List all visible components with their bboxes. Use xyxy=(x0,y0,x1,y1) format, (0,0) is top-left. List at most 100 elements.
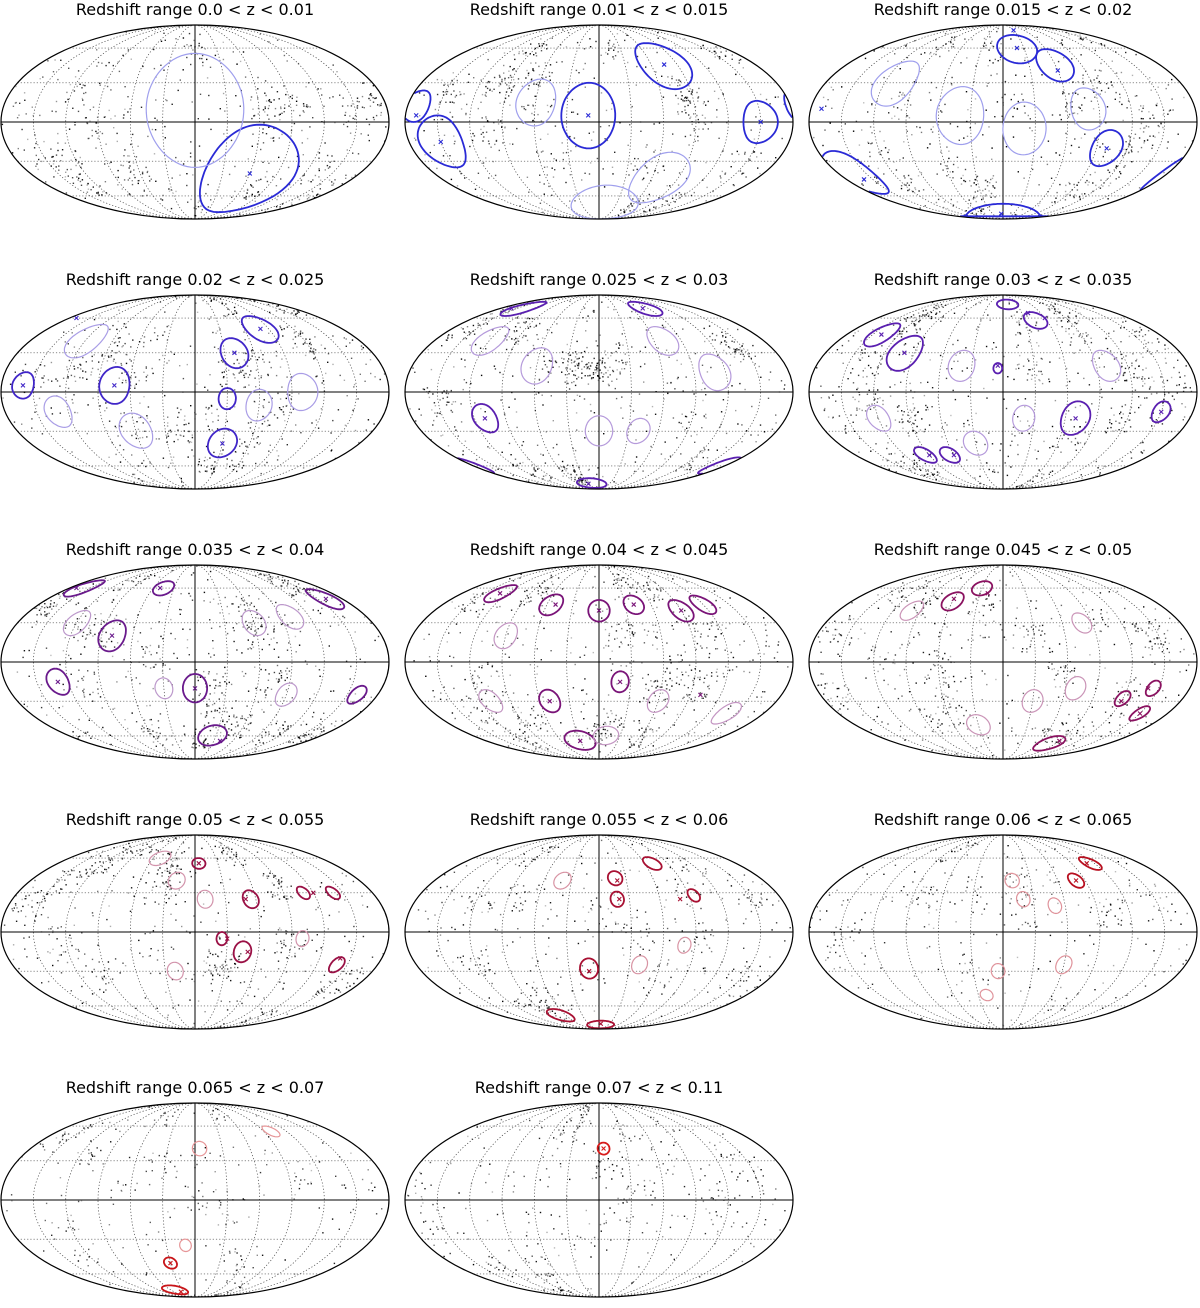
galaxy-point xyxy=(919,328,920,329)
galaxy-point xyxy=(1034,356,1035,357)
galaxy-point xyxy=(207,184,208,185)
galaxy-point xyxy=(523,441,524,442)
galaxy-point xyxy=(258,179,259,180)
galaxy-point xyxy=(347,126,348,127)
galaxy-point xyxy=(272,138,273,139)
galaxy-point xyxy=(474,334,475,335)
galaxy-point xyxy=(116,133,117,134)
galaxy-point xyxy=(562,461,563,462)
galaxy-point xyxy=(65,176,66,177)
center-markers xyxy=(483,306,645,485)
galaxy-point xyxy=(883,173,884,174)
galaxy-point xyxy=(313,353,314,354)
galaxy-point xyxy=(292,697,293,698)
galaxy-point xyxy=(124,109,125,110)
galaxy-point xyxy=(54,59,55,60)
galaxy-point xyxy=(201,47,202,48)
galaxy-point xyxy=(488,177,489,178)
galaxy-point xyxy=(151,654,152,655)
galaxy-point xyxy=(444,135,445,136)
galaxy-point xyxy=(280,106,281,107)
galaxy-point xyxy=(1081,474,1082,475)
galaxy-point xyxy=(1074,426,1075,427)
galaxy-point xyxy=(308,734,309,735)
galaxy-point xyxy=(291,398,292,399)
galaxy-point xyxy=(52,413,53,414)
galaxy-point xyxy=(186,57,187,58)
galaxy-point xyxy=(245,621,246,622)
galaxy-point xyxy=(939,311,940,312)
galaxy-point xyxy=(223,694,224,695)
galaxy-point xyxy=(1186,365,1187,366)
galaxy-point xyxy=(576,429,577,430)
galaxy-point xyxy=(506,339,507,340)
galaxy-point xyxy=(597,375,598,376)
galaxy-point xyxy=(546,431,547,432)
galaxy-point xyxy=(948,50,949,51)
galaxy-point xyxy=(150,574,151,575)
galaxy-point xyxy=(914,460,915,461)
galaxy-point xyxy=(171,208,172,209)
galaxy-point xyxy=(731,166,732,167)
galaxy-point xyxy=(911,182,912,183)
galaxy-point xyxy=(81,163,82,164)
galaxy-point xyxy=(248,691,249,692)
galaxy-point xyxy=(974,197,975,198)
galaxy-point xyxy=(284,721,285,722)
galaxy-point xyxy=(498,85,499,86)
galaxy-point xyxy=(318,184,319,185)
galaxy-point xyxy=(1095,185,1096,186)
galaxy-point xyxy=(293,310,294,311)
galaxy-point xyxy=(955,355,956,356)
galaxy-point xyxy=(121,363,122,364)
galaxy-point xyxy=(75,165,76,166)
galaxy-point xyxy=(187,364,188,365)
galaxy-point xyxy=(593,377,594,378)
galaxy-point xyxy=(415,420,416,421)
galaxy-point xyxy=(464,359,465,360)
galaxy-point xyxy=(225,673,226,674)
galaxy-point xyxy=(875,393,876,394)
galaxy-point xyxy=(280,327,281,328)
galaxy-point xyxy=(63,684,64,685)
galaxy-point xyxy=(1055,304,1056,305)
galaxy-point xyxy=(1130,413,1131,414)
galaxy-point xyxy=(128,179,129,180)
galaxy-point xyxy=(1059,154,1060,155)
galaxy-point xyxy=(210,129,211,130)
galaxy-point xyxy=(950,123,951,124)
galaxy-point xyxy=(1031,379,1032,380)
galaxy-point xyxy=(912,423,913,424)
galaxy-point xyxy=(110,89,111,90)
galaxy-point xyxy=(162,355,163,356)
galaxy-point xyxy=(1088,334,1089,335)
galaxy-point xyxy=(1145,334,1146,335)
galaxy-point xyxy=(658,38,659,39)
galaxy-point xyxy=(229,466,230,467)
galaxy-point xyxy=(255,463,256,464)
galaxy-point xyxy=(234,191,235,192)
galaxy-point xyxy=(684,469,685,470)
galaxy-point xyxy=(201,465,202,466)
galaxy-point xyxy=(172,570,173,571)
galaxy-point xyxy=(265,694,266,695)
galaxy-point xyxy=(95,131,96,132)
galaxy-point xyxy=(251,648,252,649)
galaxy-point xyxy=(263,142,264,143)
galaxy-point xyxy=(162,638,163,639)
galaxy-point xyxy=(858,331,859,332)
galaxy-point xyxy=(151,179,152,180)
galaxy-point xyxy=(907,182,908,183)
galaxy-point xyxy=(269,101,270,102)
galaxy-point xyxy=(1080,405,1081,406)
galaxy-point xyxy=(240,604,241,605)
galaxy-point xyxy=(542,74,543,75)
galaxy-point xyxy=(845,123,846,124)
galaxy-point xyxy=(1091,342,1092,343)
galaxy-point xyxy=(188,593,189,594)
galaxy-point xyxy=(681,423,682,424)
galaxy-point xyxy=(521,445,522,446)
galaxy-point xyxy=(871,403,872,404)
galaxy-point xyxy=(916,126,917,127)
galaxy-point xyxy=(208,118,209,119)
